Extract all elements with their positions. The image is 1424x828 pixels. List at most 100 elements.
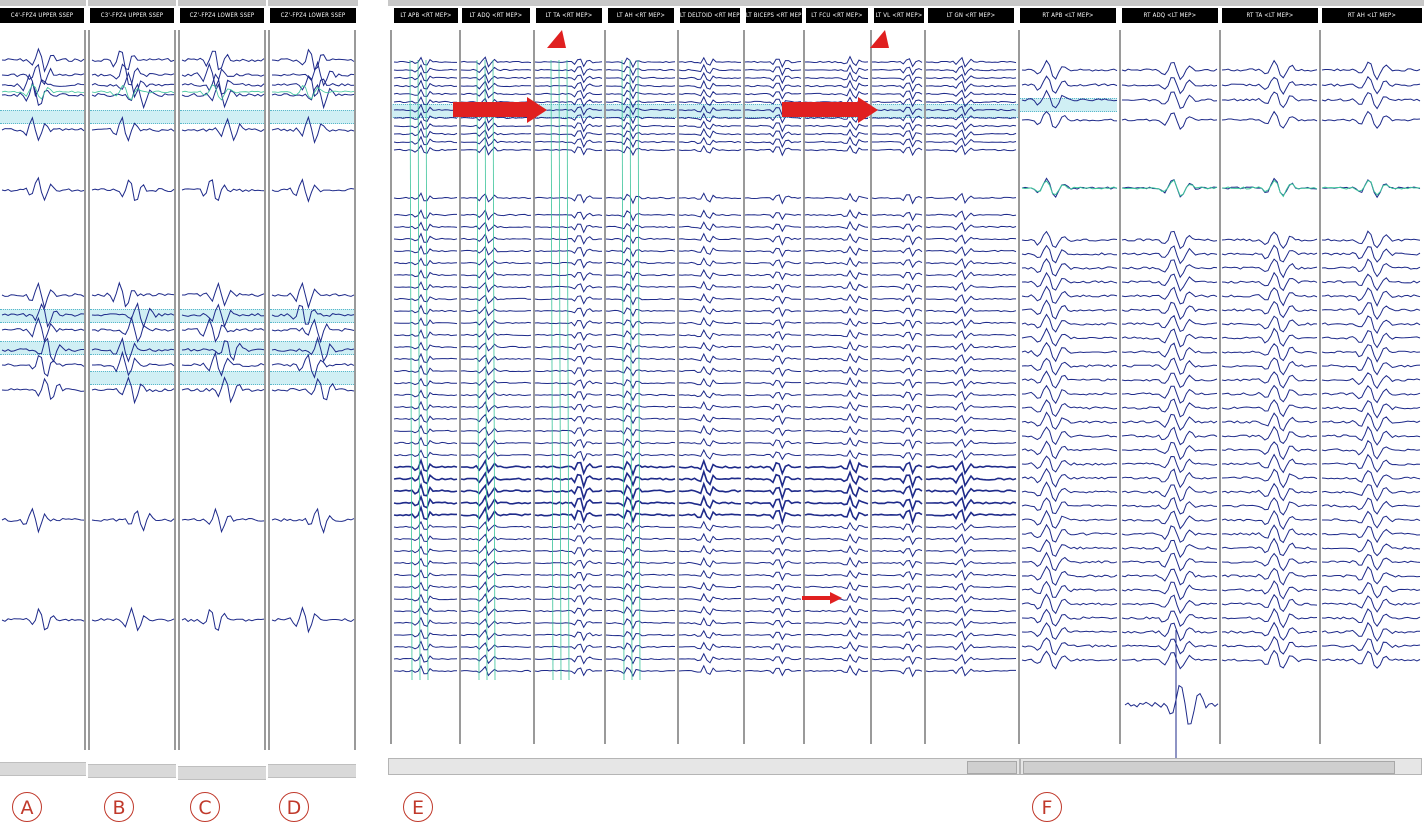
waveform-line: [394, 424, 458, 435]
waveform-line: [744, 643, 802, 653]
horizontal-scrollbar[interactable]: [388, 758, 1020, 775]
waveform-line: [393, 329, 458, 339]
waveform-line: [460, 592, 532, 604]
waveform-line: [1121, 484, 1218, 502]
waveform-line: [804, 449, 869, 460]
waveform-line: [181, 507, 265, 534]
waveform-line: [393, 569, 458, 579]
waveform-line: [804, 629, 869, 640]
waveform-line: [181, 376, 265, 404]
waveform-line: [1321, 287, 1421, 307]
waveform-line: [1221, 567, 1318, 586]
highlight-band: [90, 371, 176, 385]
column-divider: [268, 30, 270, 750]
waveform-line: [605, 137, 676, 149]
waveform-line: [1021, 313, 1118, 333]
waveform-line: [1124, 684, 1219, 725]
waveform-line: [804, 458, 869, 474]
waveform-line: [637, 59, 641, 681]
waveform-line: [1021, 244, 1118, 264]
waveform-line: [871, 74, 923, 85]
waveform-line: [804, 389, 869, 400]
panel-scrollbar[interactable]: [268, 764, 356, 778]
waveform-line: [804, 653, 869, 664]
column-divider: [88, 30, 90, 750]
waveform-line: [394, 112, 458, 123]
waveform-line: [1322, 510, 1421, 529]
horizontal-scrollbar[interactable]: [1020, 758, 1422, 775]
panel-scrollbar[interactable]: [88, 764, 176, 778]
waveform-line: [744, 619, 802, 629]
waveform-line: [1321, 344, 1421, 363]
waveform-line: [804, 192, 869, 203]
waveform-line: [871, 283, 923, 294]
waveform-line: [804, 556, 869, 568]
waveform-line: [605, 130, 676, 140]
waveform-line: [804, 71, 869, 82]
waveform-line: [393, 269, 458, 279]
waveform-line: [1321, 384, 1421, 404]
waveform-line: [925, 449, 1017, 461]
waveform-line: [460, 437, 532, 449]
arrow-right-icon: [782, 97, 878, 123]
waveform-line: [744, 319, 802, 330]
waveform-line: [1021, 399, 1118, 418]
waveform-line: [393, 192, 458, 202]
waveform-line: [1321, 525, 1421, 544]
waveform-line: [393, 413, 458, 423]
scrollbar-thumb[interactable]: [1023, 761, 1395, 774]
waveform-line: [271, 304, 355, 325]
waveform-line: [605, 294, 676, 306]
waveform-line: [1321, 110, 1421, 130]
waveform-line: [1221, 110, 1318, 129]
scrollbar-thumb[interactable]: [967, 761, 1017, 774]
waveform-line: [925, 137, 1017, 147]
waveform-line: [1021, 110, 1118, 129]
waveform-line: [678, 127, 742, 139]
column-divider: [174, 30, 176, 750]
panel-label: D: [279, 792, 309, 822]
waveform-line: [605, 471, 676, 488]
waveform-line: [605, 414, 675, 425]
waveform-line: [271, 377, 355, 401]
waveform-line: [1121, 539, 1218, 559]
column-divider: [604, 30, 606, 744]
waveform-line: [91, 63, 175, 86]
waveform-line: [181, 117, 265, 142]
column-divider: [533, 30, 535, 744]
panel-scrollbar[interactable]: [0, 762, 86, 776]
waveform-line: [1121, 594, 1218, 615]
waveform-line: [871, 485, 923, 500]
waveform-line: [271, 606, 355, 634]
waveform-line: [1321, 621, 1421, 642]
waveform-line: [460, 281, 532, 293]
waveform-line: [393, 281, 458, 291]
column-divider: [1119, 30, 1121, 744]
waveform-line: [460, 56, 532, 68]
column-title: C3'-FPZ4 UPPER SSEP: [90, 8, 174, 23]
waveform-line: [1121, 652, 1218, 670]
waveform-line: [1221, 399, 1318, 418]
highlight-band: [270, 341, 356, 355]
waveform-line: [871, 97, 923, 108]
column-divider: [743, 30, 745, 744]
waveform-line: [925, 653, 1017, 665]
waveform-line: [605, 618, 676, 630]
waveform-line: [605, 193, 676, 205]
waveform-line: [181, 340, 265, 362]
waveform-line: [925, 593, 1017, 604]
waveform-line: [393, 71, 458, 82]
waveform-line: [871, 82, 923, 93]
waveform-line: [744, 130, 802, 140]
waveform-line: [1, 63, 85, 86]
waveform-line: [1121, 112, 1218, 130]
waveform-line: [1121, 426, 1218, 446]
waveform-line: [872, 548, 923, 558]
waveform-line: [871, 194, 923, 205]
waveform-line: [460, 120, 532, 132]
waveform-line: [460, 533, 532, 544]
panel-scrollbar[interactable]: [178, 766, 266, 780]
waveform-line: [1, 377, 85, 401]
highlight-band: [0, 341, 84, 355]
waveform-line: [460, 605, 532, 617]
